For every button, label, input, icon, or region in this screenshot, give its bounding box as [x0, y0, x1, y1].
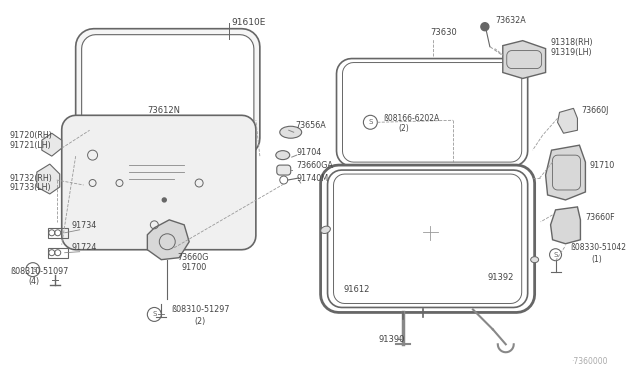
Text: 91724: 91724: [72, 243, 97, 252]
Polygon shape: [76, 29, 260, 156]
Text: 91319(LH): 91319(LH): [550, 48, 592, 57]
Polygon shape: [328, 170, 527, 308]
Polygon shape: [337, 58, 527, 166]
Text: 91734: 91734: [72, 221, 97, 230]
Text: (2): (2): [398, 124, 409, 133]
Polygon shape: [333, 174, 522, 304]
Text: 91733(LH): 91733(LH): [10, 183, 52, 192]
Text: ·7360000: ·7360000: [571, 357, 607, 366]
Text: 73660J: 73660J: [581, 106, 609, 115]
Polygon shape: [147, 220, 189, 260]
Text: 73660F: 73660F: [586, 214, 615, 222]
Text: 91704: 91704: [297, 148, 322, 157]
Polygon shape: [545, 145, 586, 200]
Text: 91732(RH): 91732(RH): [10, 173, 53, 183]
Polygon shape: [550, 207, 580, 244]
Text: 91700: 91700: [181, 263, 207, 272]
Text: 73632A: 73632A: [496, 16, 527, 25]
Text: 73660GA: 73660GA: [297, 161, 333, 170]
Polygon shape: [61, 115, 256, 250]
Text: ß08166-6202A: ß08166-6202A: [383, 114, 440, 123]
Ellipse shape: [276, 151, 290, 160]
Text: 91720(RH): 91720(RH): [10, 131, 53, 140]
Polygon shape: [276, 165, 291, 175]
Text: 91612: 91612: [344, 285, 370, 294]
Ellipse shape: [280, 126, 301, 138]
Text: (1): (1): [591, 255, 602, 264]
Text: 73656A: 73656A: [296, 121, 326, 130]
Polygon shape: [37, 164, 60, 194]
Text: S: S: [554, 252, 557, 258]
Text: 91710: 91710: [589, 161, 614, 170]
Polygon shape: [82, 35, 254, 150]
Text: 73630: 73630: [430, 28, 457, 37]
Text: (2): (2): [194, 317, 205, 326]
Text: 91392: 91392: [488, 273, 514, 282]
Text: ß08310-51297: ß08310-51297: [172, 305, 230, 314]
Text: ß08310-51097: ß08310-51097: [10, 267, 68, 276]
Circle shape: [481, 23, 489, 31]
Text: 91390: 91390: [378, 335, 404, 344]
Ellipse shape: [321, 226, 330, 234]
Text: 91721(LH): 91721(LH): [10, 141, 52, 150]
Ellipse shape: [531, 257, 539, 263]
Polygon shape: [342, 62, 522, 162]
Polygon shape: [321, 165, 534, 312]
Text: 73660G: 73660G: [177, 253, 209, 262]
Text: 73612N: 73612N: [147, 106, 180, 115]
Text: (4): (4): [28, 277, 39, 286]
Text: S: S: [368, 119, 372, 125]
Text: 91740M: 91740M: [297, 173, 329, 183]
Text: 91318(RH): 91318(RH): [550, 38, 593, 47]
Polygon shape: [42, 133, 61, 156]
Text: ß08330-51042: ß08330-51042: [570, 243, 627, 252]
Polygon shape: [557, 108, 577, 133]
Polygon shape: [503, 41, 545, 78]
Text: S: S: [152, 311, 157, 317]
Text: 91610E: 91610E: [231, 18, 266, 27]
Circle shape: [163, 198, 166, 202]
Text: S: S: [33, 267, 37, 273]
